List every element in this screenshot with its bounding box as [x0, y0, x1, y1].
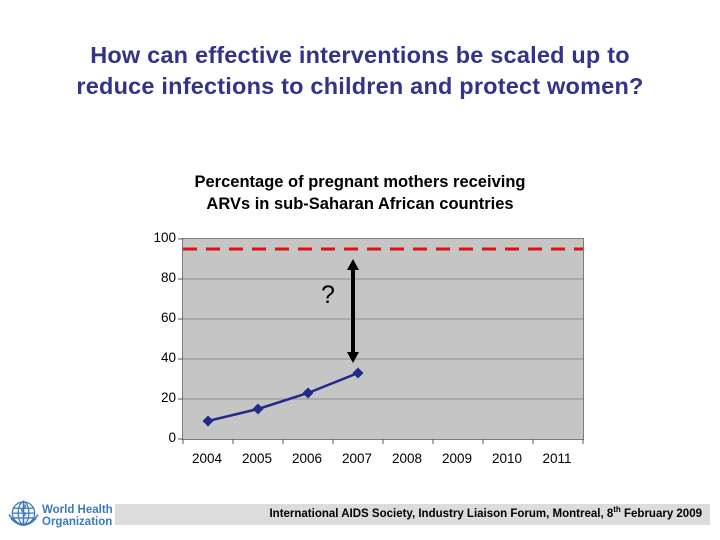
gap-arrow-head-up	[347, 259, 359, 270]
slide-title-line-2: reduce infections to children and protec…	[76, 73, 644, 99]
y-tick-label: 80	[160, 270, 176, 285]
gap-question-annotation: ?	[321, 281, 335, 309]
citation-superscript: th	[613, 505, 621, 515]
citation-bar: International AIDS Society, Industry Lia…	[115, 504, 710, 525]
x-tick-label: 2006	[291, 451, 323, 466]
y-tick-label: 20	[160, 390, 176, 405]
plot-area	[178, 238, 584, 444]
x-tick-label: 2009	[441, 451, 473, 466]
citation-prefix: International AIDS Society, Industry Lia…	[269, 508, 614, 520]
y-tick-label: 40	[160, 350, 176, 365]
x-tick-label: 2004	[191, 451, 223, 466]
data-point-marker	[302, 387, 314, 399]
data-point-marker	[352, 367, 364, 379]
who-text-line-2: Organization	[42, 516, 113, 528]
who-logo-icon	[8, 500, 39, 526]
y-tick-label: 60	[160, 310, 176, 325]
x-tick-label: 2005	[241, 451, 273, 466]
slide-title-line-1: How can effective interventions be scale…	[90, 42, 630, 68]
data-point-marker	[252, 403, 264, 415]
data-series-line	[207, 371, 359, 423]
y-tick-label: 100	[153, 230, 176, 245]
x-tick-label: 2007	[341, 451, 373, 466]
gap-arrow-head-down	[347, 352, 359, 363]
y-tick-label: 0	[168, 430, 176, 445]
x-tick-label: 2011	[542, 451, 572, 466]
chart-title: Percentage of pregnant mothers receiving…	[140, 171, 580, 215]
citation-text: International AIDS Society, Industry Lia…	[115, 504, 710, 525]
x-tick-label: 2008	[391, 451, 423, 466]
x-tick-label: 2010	[491, 451, 523, 466]
chart-title-line-1: Percentage of pregnant mothers receiving	[194, 173, 526, 191]
chart-canvas	[178, 238, 584, 444]
who-logo-text: World Health Organization	[42, 504, 113, 528]
citation-suffix: February 2009	[620, 508, 702, 520]
chart-title-line-2: ARVs in sub-Saharan African countries	[206, 195, 514, 213]
who-text-line-1: World Health	[42, 504, 113, 516]
slide-title: How can effective interventions be scale…	[0, 40, 720, 102]
data-point-marker	[202, 415, 214, 427]
